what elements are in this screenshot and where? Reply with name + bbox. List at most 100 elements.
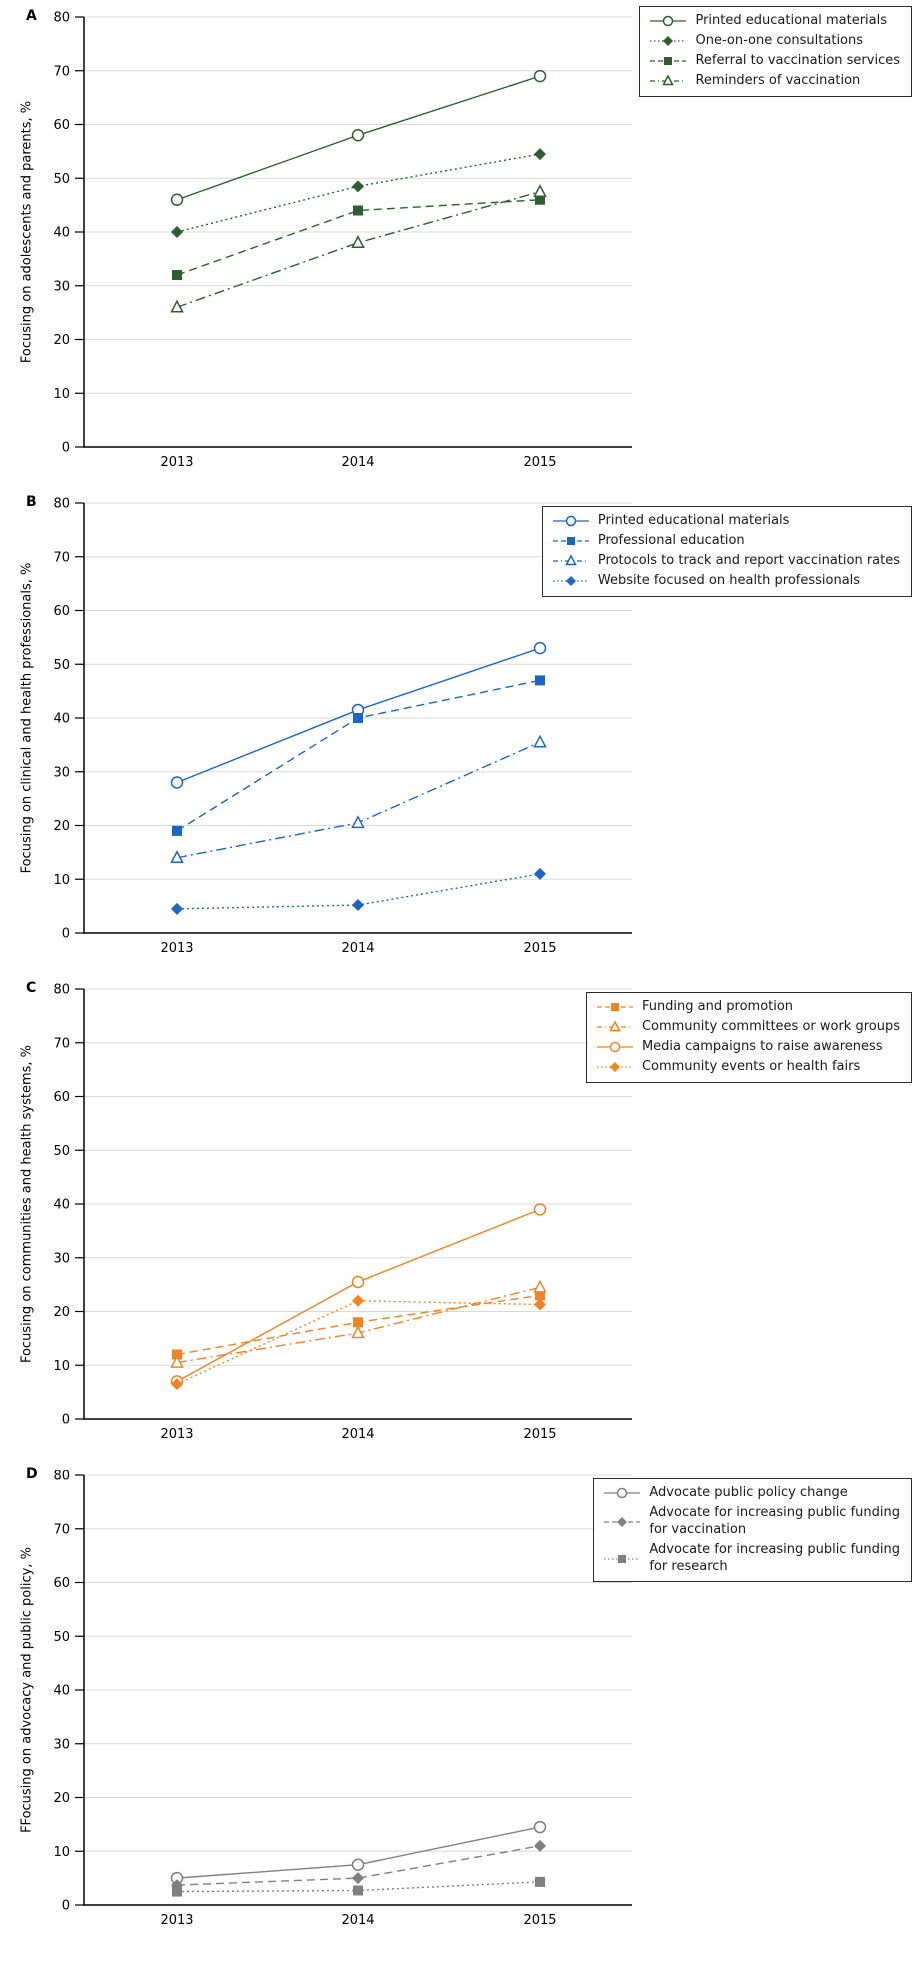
y-tick-label: 50 [53, 1630, 70, 1645]
y-axis-title: Focusing on clinical and health professi… [19, 562, 35, 874]
data-point-marker-community-events-or-health-fairs [352, 1294, 364, 1307]
legend: Printed educational materials One-on-one … [639, 6, 912, 97]
data-point-marker-printed-educational-materials-legend [565, 516, 577, 527]
legend: Advocate public policy change Advocate fo… [593, 1478, 912, 1583]
x-tick-label: 2014 [341, 941, 374, 956]
data-point-marker-advocate-for-increasing-public-funding-for-vaccination-legend [617, 1516, 628, 1527]
data-point-marker-printed-educational-materials [170, 776, 184, 789]
y-axis-title: Focusing on communities and health syste… [19, 1044, 35, 1364]
data-point-marker-community-events-or-health-fairs [534, 1298, 546, 1311]
y-tick-label: 40 [53, 1198, 70, 1213]
panel-letter: B [26, 494, 37, 510]
y-tick-label: 0 [62, 441, 70, 456]
y-tick-label: 50 [53, 658, 70, 673]
data-point-marker-reminders-of-vaccination [533, 184, 547, 197]
data-point-marker-one-on-one-consultations-legend [663, 36, 674, 47]
y-tick-label: 70 [53, 550, 70, 565]
legend-marker-square-filled-icon [596, 1003, 633, 1012]
data-point-marker-media-campaigns-to-raise-awareness-legend [609, 1041, 621, 1053]
y-tick-label: 10 [53, 1845, 70, 1860]
data-point-marker-website-focused-on-health-professionals-legend [565, 576, 576, 587]
data-point-marker-professional-education-legend [566, 537, 575, 546]
y-tick-label: 80 [53, 983, 70, 998]
panel-d: 0 10 20 30 40 50 60 70 80 2013 2014 2015 D FFocusin… [0, 1466, 920, 1960]
series-line-protocols-to-track-and-report-vaccination-rates [176, 741, 541, 859]
series-line-professional-education [176, 679, 541, 832]
data-point-marker-website-focused-on-health-professionals [171, 902, 183, 915]
x-tick-label: 2013 [160, 941, 193, 956]
x-tick-label: 2013 [160, 1913, 193, 1928]
y-tick-label: 0 [62, 1899, 70, 1914]
legend-marker-circle-open-icon [604, 1488, 641, 1499]
legend-item-reminders-of-vaccination: Reminders of vaccination [649, 73, 900, 90]
data-point-marker-one-on-one-consultations [534, 148, 546, 161]
x-tick-label: 2013 [160, 455, 193, 470]
panel-letter: C [26, 980, 37, 996]
data-point-marker-protocols-to-track-and-report-vaccination-rates [533, 734, 547, 748]
y-tick-label: 50 [53, 172, 70, 187]
legend-label: Advocate for increasing public funding f… [649, 1504, 900, 1537]
legend-item-professional-education: Professional education [552, 533, 900, 550]
data-point-marker-professional-education [535, 675, 545, 686]
data-point-marker-referral-to-vaccination-services-legend [664, 57, 673, 66]
y-tick-label: 60 [53, 604, 70, 619]
legend-label: One-on-one consultations [695, 32, 864, 48]
legend-marker-diamond-filled-icon [604, 1516, 641, 1527]
data-point-marker-advocate-public-policy-change [533, 1820, 547, 1834]
y-tick-label: 0 [62, 927, 70, 942]
legend-marker-triangle-open-icon [596, 1020, 633, 1032]
y-tick-label: 10 [53, 1359, 70, 1374]
x-tick-label: 2015 [523, 1427, 556, 1442]
data-point-marker-reminders-of-vaccination [351, 235, 365, 248]
plot-area: 0 10 20 30 40 50 60 70 80 2013 2014 2015 [53, 11, 632, 470]
data-point-marker-community-committees-or-work-groups [351, 1325, 365, 1339]
x-tick-label: 2015 [523, 455, 556, 470]
x-tick-label: 2015 [523, 1913, 556, 1928]
y-tick-label: 60 [53, 118, 70, 133]
legend-label: Funding and promotion [641, 999, 794, 1014]
y-axis-title: Focusing on adolescents and parents, % [19, 100, 35, 364]
series-line-one-on-one-consultations [176, 153, 541, 233]
legend-marker-square-filled-icon [604, 1554, 641, 1563]
data-point-marker-community-events-or-health-fairs [171, 1378, 183, 1391]
y-axis-title: FFocusing on advocacy and public policy,… [19, 1547, 35, 1833]
y-tick-label: 10 [53, 873, 70, 888]
y-tick-label: 70 [53, 1522, 70, 1537]
y-tick-label: 10 [53, 387, 70, 402]
series-line-reminders-of-vaccination [176, 191, 541, 308]
series-line-referral-to-vaccination-services [176, 199, 541, 276]
legend-marker-circle-open-icon [596, 1041, 633, 1053]
legend-item-website-focused-on-health-professionals: Website focused on health professionals [552, 573, 900, 590]
data-point-marker-protocols-to-track-and-report-vaccination-rates-legend [565, 554, 577, 566]
legend-item-community-events-or-health-fairs: Community events or health fairs [596, 1059, 900, 1076]
data-point-marker-funding-and-promotion [353, 1317, 363, 1328]
panel-letter: A [26, 8, 37, 24]
data-point-marker-reminders-of-vaccination-legend [662, 74, 675, 86]
x-tick-label: 2013 [160, 1427, 193, 1442]
legend-item-advocate-for-increasing-public-funding-for-vaccination: Advocate for increasing public funding f… [603, 1505, 900, 1539]
y-tick-label: 30 [53, 765, 70, 780]
y-tick-label: 40 [53, 226, 70, 241]
x-tick-label: 2014 [341, 1913, 374, 1928]
data-point-marker-protocols-to-track-and-report-vaccination-rates [170, 850, 184, 863]
y-tick-label: 60 [53, 1576, 70, 1591]
y-tick-label: 80 [53, 497, 70, 512]
y-tick-label: 80 [53, 11, 70, 26]
data-point-marker-funding-and-promotion-legend [610, 1003, 619, 1012]
data-point-marker-community-committees-or-work-groups-legend [609, 1020, 621, 1032]
legend-item-printed-educational-materials: Printed educational materials [552, 513, 900, 530]
data-point-marker-advocate-for-increasing-public-funding-for-vaccination [352, 1872, 364, 1885]
legend-label: Community committees or work groups [641, 1018, 900, 1034]
panel-letter: D [26, 1466, 38, 1482]
y-tick-label: 60 [53, 1090, 70, 1105]
data-point-marker-advocate-for-increasing-public-funding-for-research [172, 1886, 182, 1897]
legend-item-printed-educational-materials: Printed educational materials [649, 13, 900, 30]
plot-area: 0 10 20 30 40 50 60 70 80 2013 2014 2015 [53, 983, 632, 1442]
data-point-marker-advocate-for-increasing-public-funding-for-research [535, 1876, 545, 1887]
y-tick-label: 30 [53, 1251, 70, 1266]
legend: Printed educational materials Professiona… [541, 506, 912, 597]
data-point-marker-advocate-for-increasing-public-funding-for-research [353, 1885, 363, 1896]
y-tick-label: 80 [53, 1470, 70, 1484]
data-point-marker-one-on-one-consultations [171, 226, 183, 238]
